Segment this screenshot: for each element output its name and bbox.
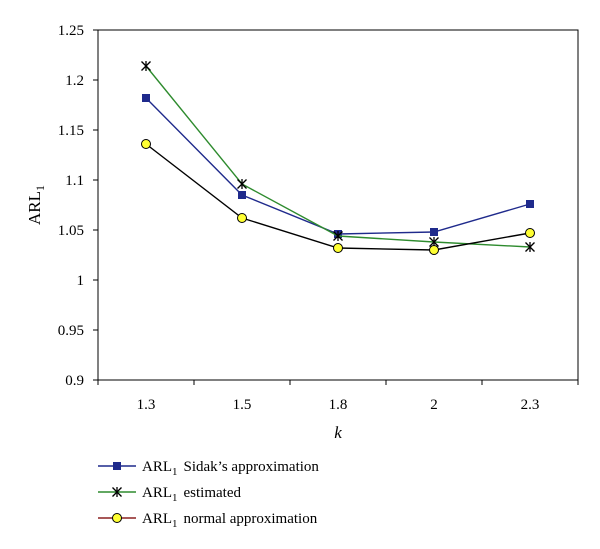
legend-marker: [112, 513, 122, 523]
data-point: [526, 200, 534, 208]
legend-prefix: ARL: [142, 511, 172, 527]
legend-item-2: ARL1 estimated: [98, 485, 241, 504]
x-tick-label: 1.3: [137, 397, 156, 413]
legend-sub: 1: [172, 466, 178, 478]
data-point: [525, 242, 535, 252]
y-tick-label: 1.25: [58, 23, 84, 39]
legend-prefix: ARL: [142, 459, 172, 475]
x-tick-label: 2: [430, 397, 438, 413]
legend-sub: 1: [172, 492, 178, 504]
data-point: [333, 231, 343, 241]
legend-label: ARL1 estimated: [142, 485, 241, 504]
series-3: [141, 139, 535, 255]
y-tick-label: 1.2: [65, 73, 84, 89]
data-point: [141, 139, 151, 149]
y-axis-ticks: 0.9 0.95 1 1.05 1.1 1.15 1.2 1.25: [58, 23, 98, 389]
x-tick-label: 1.5: [233, 397, 252, 413]
legend-series-name: Sidak’s approximation: [184, 459, 320, 475]
y-tick-label: 0.9: [65, 373, 84, 389]
legend-marker: [113, 462, 121, 470]
series-layer: [141, 61, 535, 255]
y-axis-title-sub: 1: [33, 185, 47, 191]
legend-item-3: ARL1 normal approximation: [98, 511, 318, 530]
y-tick-label: 0.95: [58, 323, 84, 339]
x-tick-label: 2.3: [521, 397, 540, 413]
legend-label: ARL1 Sidak’s approximation: [142, 459, 319, 478]
data-point: [237, 179, 247, 189]
y-tick-label: 1.1: [65, 173, 84, 189]
legend-prefix: ARL: [142, 485, 172, 501]
data-point: [430, 228, 438, 236]
y-tick-label: 1.15: [58, 123, 84, 139]
data-point: [238, 191, 246, 199]
data-point: [141, 61, 151, 71]
legend-sub: 1: [172, 518, 178, 530]
plot-area: [97, 29, 579, 381]
x-axis-ticks: 1.3 1.5 1.8 2 2.3: [97, 380, 579, 413]
data-point: [333, 243, 343, 253]
data-point: [142, 94, 150, 102]
y-axis-title-main: ARL: [25, 191, 44, 225]
data-point: [237, 213, 247, 223]
legend-marker: [112, 487, 122, 497]
legend-series-name: estimated: [184, 485, 242, 501]
legend-series-name: normal approximation: [184, 511, 318, 527]
y-tick-label: 1: [77, 273, 85, 289]
y-axis-title: ARL1: [25, 185, 47, 225]
x-axis-title: k: [334, 423, 342, 442]
data-point: [429, 245, 439, 255]
legend-label: ARL1 normal approximation: [142, 511, 318, 530]
x-tick-label: 1.8: [329, 397, 348, 413]
legend-item-1: ARL1 Sidak’s approximation: [98, 459, 319, 478]
y-tick-label: 1.05: [58, 223, 84, 239]
data-point: [525, 228, 535, 238]
